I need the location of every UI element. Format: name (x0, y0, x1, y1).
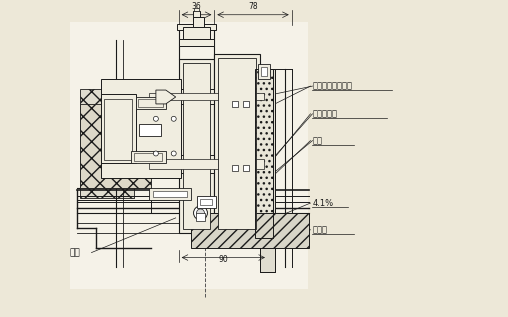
Bar (255, 69, 273, 238)
Bar (149, 93, 264, 100)
Bar (258, 64, 270, 79)
Bar (149, 159, 264, 169)
Bar (139, 124, 161, 136)
Text: 20.5: 20.5 (144, 131, 160, 137)
Text: 78: 78 (248, 2, 258, 11)
Bar (232, 101, 238, 107)
Text: ③: ③ (225, 121, 231, 127)
Text: 石材龙骨线: 石材龙骨线 (312, 109, 337, 118)
Bar (104, 99, 132, 160)
Bar (179, 59, 214, 233)
Bar (134, 153, 162, 161)
Circle shape (171, 116, 176, 121)
Bar (102, 94, 136, 163)
Circle shape (197, 209, 204, 217)
Text: 卢丁: 卢丁 (70, 248, 80, 257)
Text: 4.1%: 4.1% (312, 198, 334, 208)
Bar (70, 22, 307, 289)
Bar (153, 191, 186, 197)
Bar (255, 69, 273, 238)
Bar (196, 213, 205, 221)
Bar (232, 165, 238, 171)
Bar (131, 152, 166, 163)
Bar (194, 8, 200, 11)
Text: 密封胶: 密封胶 (312, 225, 328, 234)
Bar (136, 97, 166, 109)
Circle shape (153, 151, 158, 156)
Bar (183, 63, 210, 229)
Bar (261, 67, 267, 76)
Bar (138, 99, 163, 107)
Text: 36: 36 (192, 2, 201, 11)
Bar (214, 55, 260, 233)
Bar (260, 69, 275, 272)
Circle shape (153, 116, 158, 121)
Bar (197, 196, 216, 208)
Bar (102, 79, 181, 178)
Bar (149, 188, 190, 200)
Bar (179, 39, 214, 47)
Bar (243, 165, 249, 171)
Text: 法框: 法框 (312, 136, 323, 145)
Bar (243, 101, 249, 107)
Text: 90: 90 (218, 255, 228, 264)
Bar (193, 11, 201, 25)
Circle shape (194, 206, 207, 220)
Bar (149, 155, 264, 173)
Bar (80, 89, 134, 198)
Text: 沿墙头角钉小墙坧: 沿墙头角钉小墙坧 (312, 81, 353, 91)
Bar (80, 104, 151, 188)
Bar (177, 24, 216, 29)
Bar (149, 89, 264, 104)
Bar (201, 199, 212, 205)
Circle shape (171, 151, 176, 156)
Text: ⑤: ⑤ (225, 160, 231, 166)
Bar (218, 58, 256, 229)
Bar (183, 27, 210, 39)
Bar (193, 17, 204, 27)
Polygon shape (156, 90, 176, 104)
Text: ⑥: ⑥ (237, 200, 243, 206)
Bar (190, 213, 309, 248)
